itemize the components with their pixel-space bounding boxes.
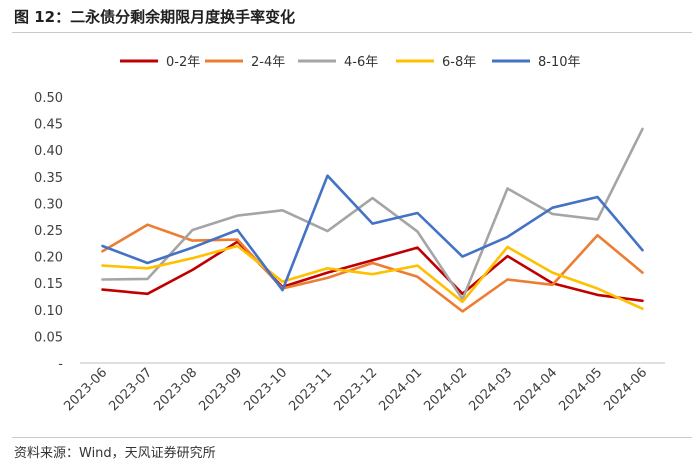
y-tick-label: 0.20 [34, 251, 63, 266]
x-tick-label: 2023-09 [196, 365, 245, 414]
title-divider [12, 32, 692, 33]
chart-title: 图 12：二永债分剩余期限月度换手率变化 [14, 8, 296, 26]
legend-label: 6-8年 [442, 55, 476, 70]
x-tick-label: 2023-12 [331, 365, 380, 414]
legend-label: 0-2年 [166, 55, 200, 70]
source-note: 资料来源：Wind，天风证券研究所 [14, 446, 216, 461]
x-tick-label: 2024-03 [466, 365, 515, 414]
y-tick-label: 0.45 [34, 118, 63, 133]
x-tick-label: 2024-06 [601, 365, 650, 414]
x-tick-label: 2023-07 [106, 365, 155, 414]
y-tick-label: 0.15 [34, 277, 63, 292]
x-tick-label: 2023-08 [151, 365, 200, 414]
x-tick-label: 2024-04 [511, 365, 560, 414]
legend-label: 2-4年 [251, 55, 285, 70]
y-tick-label: 0.50 [34, 91, 63, 106]
x-tick-label: 2024-05 [556, 365, 605, 414]
y-tick-label: 0.30 [34, 197, 63, 212]
y-tick-label: 0.10 [34, 304, 63, 319]
legend-label: 8-10年 [538, 55, 581, 70]
y-tick-label: 0.40 [34, 144, 63, 159]
series-line-2 [101, 223, 644, 313]
x-tick-label: 2023-06 [61, 365, 110, 414]
series-line-5 [101, 174, 644, 292]
x-tick-label: 2023-11 [286, 365, 335, 414]
x-tick-label: 2023-10 [241, 365, 290, 414]
x-tick-label: 2024-02 [421, 365, 470, 414]
legend-label: 4-6年 [344, 55, 378, 70]
y-tick-label: 0.05 [34, 330, 63, 345]
series-line-4 [101, 244, 644, 311]
footer-divider [12, 437, 692, 438]
x-tick-label: 2024-01 [376, 365, 425, 414]
series-line-3 [101, 127, 644, 301]
y-tick-label: 0.25 [34, 224, 63, 239]
y-tick-label: 0.35 [34, 171, 63, 186]
y-tick-label: - [58, 357, 63, 372]
